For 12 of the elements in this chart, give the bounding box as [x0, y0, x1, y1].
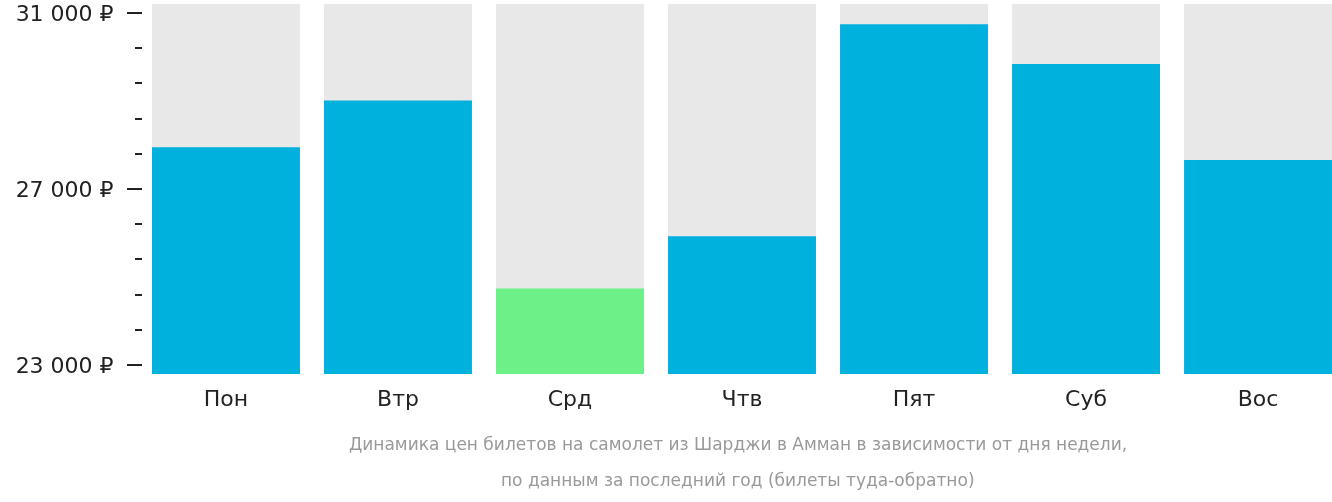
x-tick-label: Чтв — [721, 386, 763, 411]
x-tick-label: Пят — [892, 386, 936, 411]
y-tick-label: 31 000 ₽ — [15, 0, 114, 26]
x-tick-label: Срд — [547, 386, 593, 411]
text: Динамика цен билетов на самолет из Шарджи в Амман в зависимости от дня недели, — [349, 434, 1128, 454]
x-tick-label: Пон — [203, 386, 249, 411]
y-tick-label: 23 000 ₽ — [15, 352, 114, 378]
x-tick-label: Вос — [1237, 386, 1279, 411]
x-tick-label: Втр — [377, 386, 419, 411]
y-tick-label: 27 000 ₽ — [15, 176, 114, 202]
x-tick-label: Суб — [1065, 386, 1107, 411]
text: по данным за последний год (билеты туда-обратно) — [501, 470, 975, 490]
